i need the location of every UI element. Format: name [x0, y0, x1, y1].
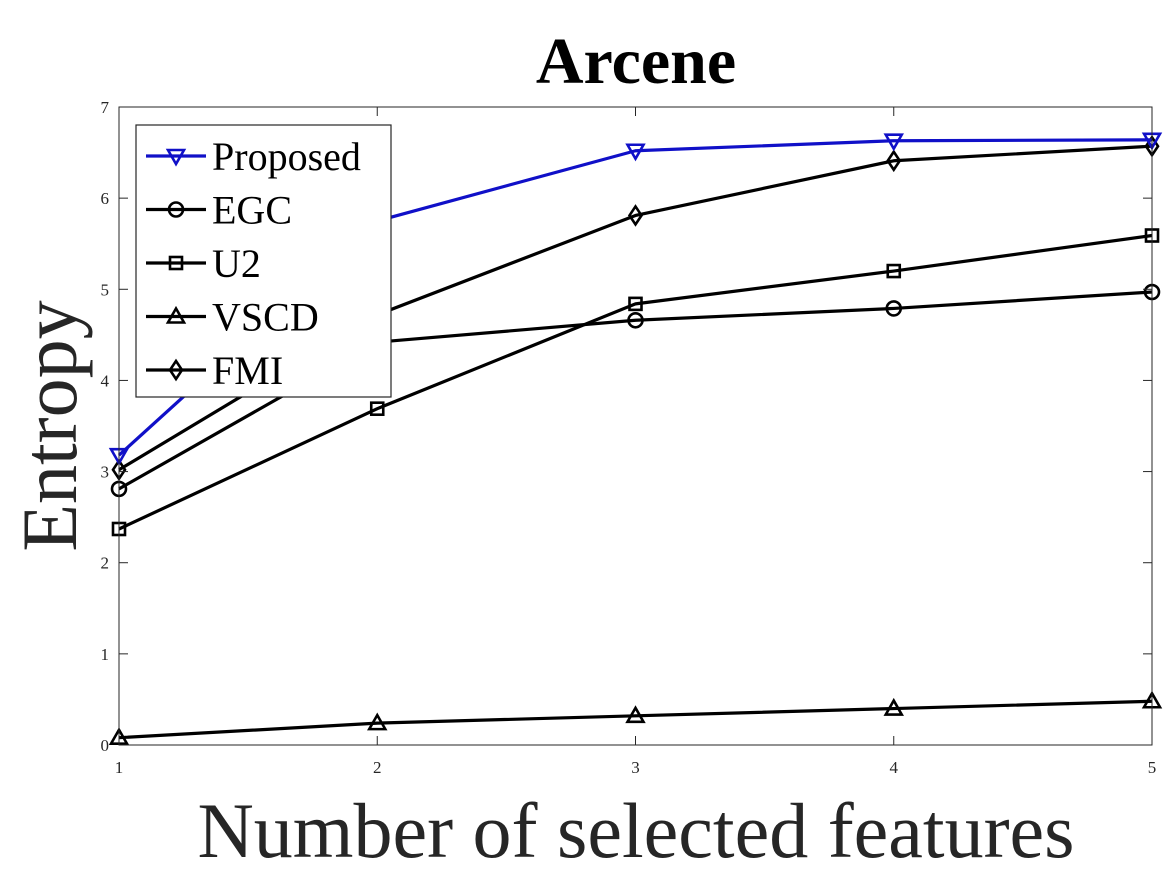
data-point — [628, 296, 643, 312]
y-tick-label: 7 — [101, 98, 110, 117]
data-point — [625, 705, 646, 724]
x-axis-label: Number of selected features — [197, 787, 1074, 874]
data-point — [885, 300, 903, 317]
x-tick-label: 1 — [115, 758, 124, 777]
chart-title: Arcene — [536, 25, 736, 98]
legend-label: EGC — [212, 188, 292, 233]
legend-item-proposed: Proposed — [146, 134, 361, 179]
data-point — [886, 149, 902, 173]
y-tick-label: 1 — [101, 645, 110, 664]
y-tick-label: 3 — [101, 463, 110, 482]
y-tick-label: 2 — [101, 554, 110, 573]
data-point — [367, 712, 388, 731]
legend-label: Proposed — [212, 134, 361, 179]
x-tick-label: 5 — [1148, 758, 1157, 777]
data-point — [627, 204, 644, 227]
legend-marker — [167, 201, 185, 218]
legend-item-vscd: VSCD — [146, 295, 319, 340]
y-tick-label: 0 — [101, 736, 110, 755]
legend-item-u2: U2 — [146, 241, 261, 286]
legend-label: VSCD — [212, 295, 319, 340]
x-tick-label: 2 — [373, 758, 382, 777]
data-point — [883, 133, 904, 152]
legend-item-egc: EGC — [146, 188, 292, 233]
y-tick-label: 4 — [101, 371, 110, 390]
series-line — [118, 699, 1153, 740]
x-tick-label: 3 — [631, 758, 640, 777]
series-vscd — [108, 690, 1163, 746]
legend-marker — [168, 255, 184, 271]
x-tick-label: 4 — [890, 758, 899, 777]
series-u2 — [111, 228, 1160, 537]
data-point — [369, 401, 385, 416]
legend-marker — [165, 305, 187, 324]
legend-label: FMI — [212, 348, 283, 393]
y-axis-label: Entropy — [6, 300, 93, 551]
y-tick-label: 5 — [101, 280, 110, 299]
legend-marker — [168, 358, 184, 382]
y-tick-label: 6 — [101, 189, 110, 208]
data-point — [883, 697, 904, 716]
legend-label: U2 — [212, 241, 261, 286]
legend: Proposed EGC U2 VSCD FMI — [135, 124, 392, 398]
data-point — [627, 311, 644, 329]
data-point — [886, 263, 902, 279]
legend-item-fmi: FMI — [146, 348, 283, 393]
legend-marker — [165, 148, 187, 167]
legend-box — [135, 124, 392, 398]
series-line — [118, 233, 1153, 531]
data-point — [625, 143, 646, 162]
